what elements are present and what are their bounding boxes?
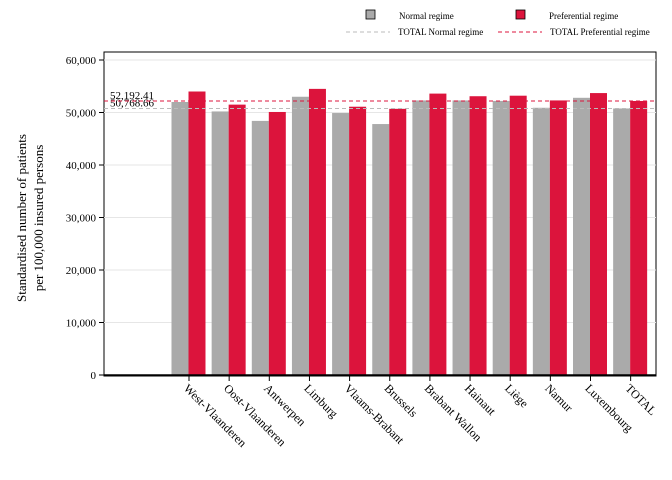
bar	[332, 113, 350, 376]
bar	[228, 104, 246, 375]
x-tick-label-group: Hainaut	[462, 381, 499, 418]
bar	[573, 97, 590, 376]
bar	[590, 93, 607, 375]
legend-item: Preferential regime	[515, 9, 618, 21]
bar	[349, 106, 367, 375]
legend-label: TOTAL Normal regime	[398, 27, 483, 37]
x-tick-label-group: Liège	[502, 381, 531, 410]
x-tick-label-group: Namur	[542, 381, 575, 414]
x-tick-label: Brussels	[382, 381, 421, 420]
bar	[492, 100, 510, 375]
bar	[211, 111, 229, 375]
bar	[372, 124, 390, 375]
legend-item: TOTAL Preferential regime	[498, 27, 650, 37]
x-tick-label: Hainaut	[462, 381, 499, 418]
y-tick-label: 40,000	[66, 160, 97, 172]
plot-area	[103, 51, 657, 377]
reference-line-label: 52,192.41	[110, 90, 154, 102]
bar	[469, 96, 487, 375]
x-tick-label: TOTAL	[623, 381, 660, 418]
legend-swatch	[515, 9, 526, 20]
bar	[630, 100, 648, 376]
y-axis-label: Standardised number of patients per 100,0…	[14, 134, 46, 302]
y-tick-label: 60,000	[66, 55, 97, 67]
x-tick-label: Namur	[542, 381, 575, 414]
bar	[268, 111, 286, 375]
legend-item: Normal regime	[365, 9, 454, 21]
bar	[429, 93, 447, 375]
y-axis-label-line: per 100,000 insured persons	[31, 145, 46, 292]
legend-label: TOTAL Preferential regime	[550, 27, 650, 37]
reference-line-label: 50,768.66	[110, 97, 155, 109]
bar	[389, 108, 407, 375]
bar	[171, 102, 189, 375]
bar	[549, 100, 567, 376]
bar	[291, 96, 309, 375]
x-tick-label-group: TOTAL	[623, 381, 660, 418]
bar	[412, 100, 430, 376]
y-tick-label: 30,000	[66, 213, 97, 225]
bar	[452, 100, 470, 376]
x-tick-label: Liège	[502, 381, 531, 410]
bar	[532, 107, 550, 376]
bar	[251, 120, 269, 376]
legend-swatch	[365, 9, 376, 20]
x-tick-label-group: Brussels	[382, 381, 421, 420]
y-tick-label: 50,000	[66, 108, 97, 120]
x-tick-label: Limburg	[301, 381, 340, 420]
legend-label: Preferential regime	[549, 11, 618, 21]
legend-item: TOTAL Normal regime	[346, 27, 483, 37]
y-tick-label: 10,000	[66, 318, 97, 330]
x-tick-label-group: Limburg	[301, 381, 340, 420]
y-tick-label: 20,000	[66, 265, 97, 277]
bar	[308, 88, 326, 375]
legend-label: Normal regime	[399, 11, 454, 21]
y-axis-label-line: Standardised number of patients	[14, 134, 29, 302]
bar	[188, 91, 206, 375]
y-tick-label: 0	[91, 370, 97, 382]
bar	[613, 108, 631, 375]
bar	[509, 95, 527, 375]
